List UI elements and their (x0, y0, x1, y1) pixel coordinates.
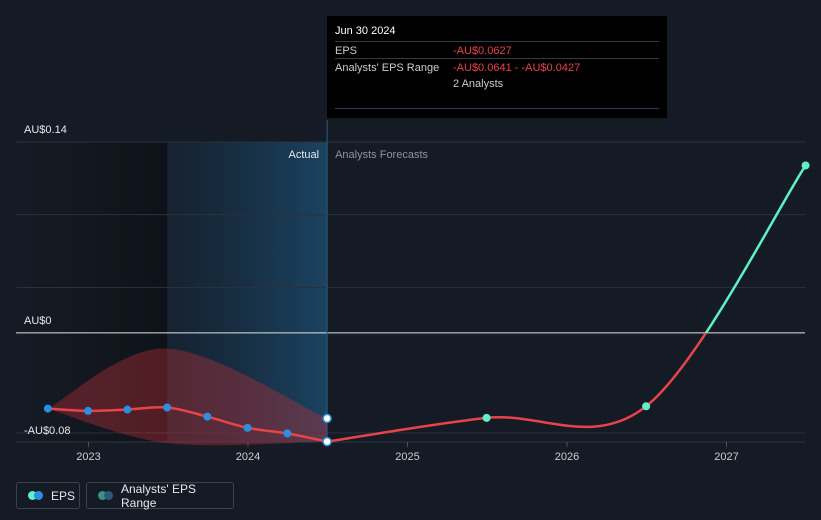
tooltip-range-low: -AU$0.0641 (453, 62, 512, 74)
tooltip-eps-label: EPS (335, 45, 358, 57)
tooltip-range-value: -AU$0.0641 - -AU$0.0427 (453, 62, 580, 74)
y-axis-label: AU$0.14 (24, 124, 67, 136)
y-axis-label: AU$0 (24, 315, 52, 327)
legend-dot (34, 491, 43, 500)
legend-dot (98, 491, 107, 500)
legend-dot (104, 491, 113, 500)
eps-range-band (47, 348, 328, 446)
eps-point (123, 405, 132, 414)
tooltip-range-separator: - (511, 62, 522, 74)
y-axis-label: -AU$0.08 (24, 425, 70, 437)
eps-point (43, 404, 52, 413)
range-high-point (322, 413, 332, 424)
eps-point (243, 423, 252, 432)
eps-point (84, 406, 93, 415)
tooltip-analysts-row: 2 Analysts (335, 75, 659, 92)
tooltip-divider (335, 108, 659, 109)
legend-eps-range-label: Analysts' EPS Range (121, 481, 196, 510)
eps-point (203, 412, 212, 421)
eps-forecast-point (642, 402, 651, 411)
x-tick-label: 2025 (395, 451, 419, 463)
tooltip-analysts-count: 2 Analysts (453, 78, 504, 90)
eps-forecast-point (482, 413, 491, 422)
x-tick-label: 2024 (236, 451, 260, 463)
eps-point (163, 403, 172, 412)
legend-eps[interactable]: EPS (16, 482, 80, 509)
x-tick-label: 2023 (76, 451, 100, 463)
tooltip-range-label: Analysts' EPS Range (335, 62, 440, 74)
eps-forecast-line-positive (704, 164, 807, 333)
tooltip: Jun 30 2024 EPS -AU$0.0627 Analysts' EPS… (327, 16, 667, 118)
tooltip-range-row: Analysts' EPS Range -AU$0.0641 - -AU$0.0… (335, 58, 659, 76)
x-tick-label: 2026 (555, 451, 579, 463)
legend-eps-range[interactable]: Analysts' EPS Range (86, 481, 234, 510)
tooltip-range-high: -AU$0.0427 (521, 62, 581, 74)
past-period-shade (16, 142, 168, 442)
tooltip-eps-row: EPS -AU$0.0627 (335, 41, 659, 59)
tooltip-date: Jun 30 2024 (335, 25, 396, 37)
eps-forecast-point (801, 161, 810, 170)
eps-point (283, 429, 292, 438)
actual-period-highlight (167, 142, 328, 442)
forecast-region-label: Analysts Forecasts (335, 149, 428, 161)
eps-range-legend-icon (98, 491, 113, 500)
eps-forecast-line-negative (326, 332, 708, 443)
tooltip-eps-value: -AU$0.0627 (453, 45, 512, 57)
eps-point (322, 436, 332, 447)
legend-eps-label: EPS (51, 488, 76, 503)
eps-legend-icon (28, 491, 43, 500)
actual-region-label: Actual (289, 149, 320, 161)
x-tick-label: 2027 (714, 451, 738, 463)
legend-dot (28, 491, 37, 500)
